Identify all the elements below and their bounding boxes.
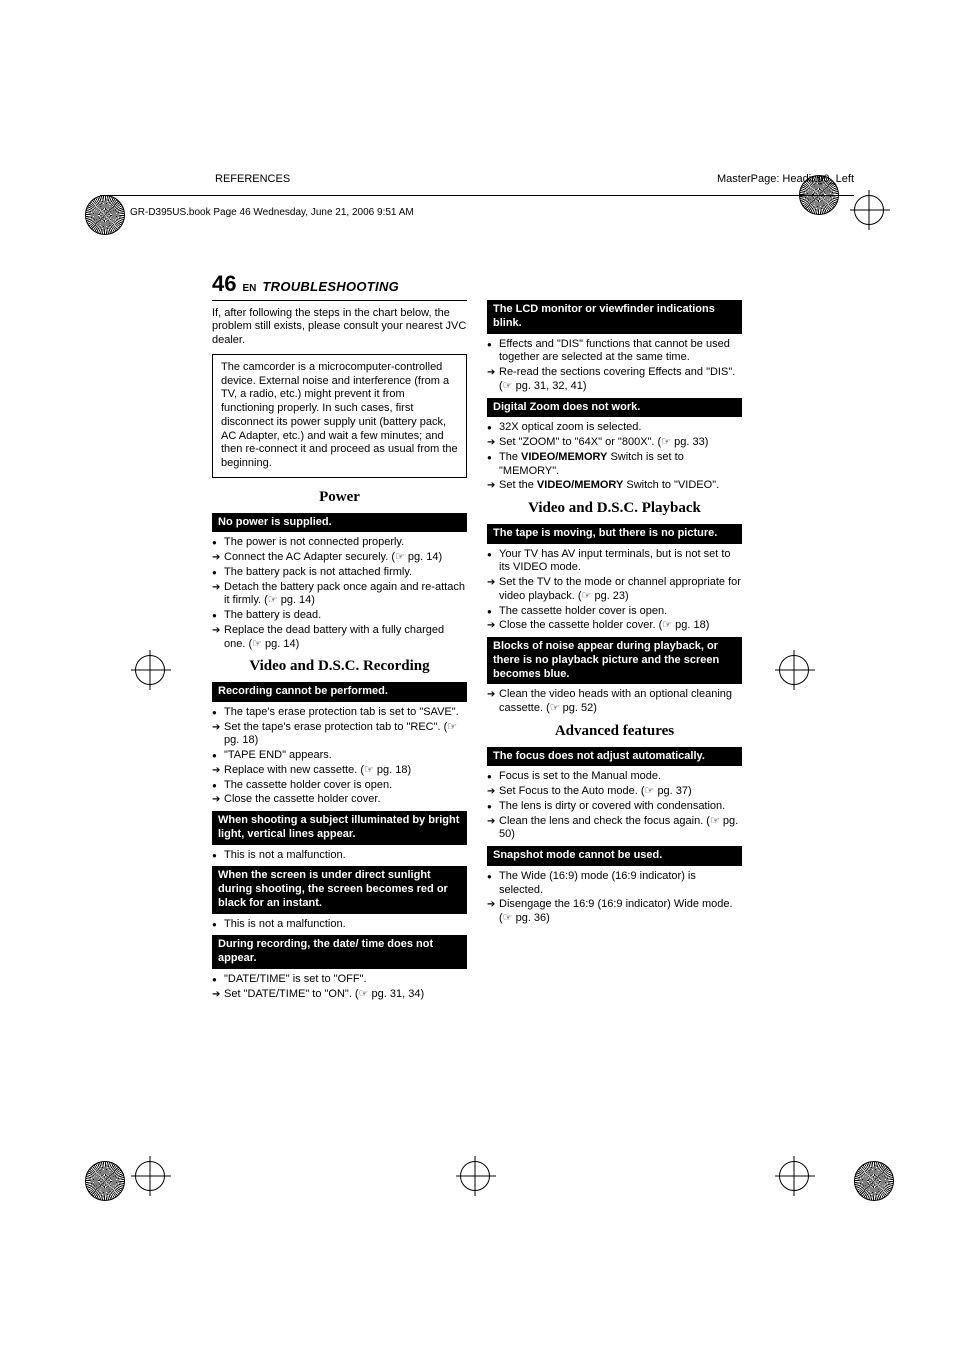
content: 46 EN TROUBLESHOOTING If, after followin… xyxy=(212,270,742,1003)
cause-item: The tape's erase protection tab is set t… xyxy=(212,706,467,720)
heading-power: Power xyxy=(212,488,467,507)
solution-item: Replace with new cassette. (☞ pg. 18) xyxy=(212,764,467,778)
solution-item: Clean the lens and check the focus again… xyxy=(487,815,742,843)
issue-digital-zoom: Digital Zoom does not work. xyxy=(487,398,742,418)
heading-advanced: Advanced features xyxy=(487,722,742,741)
section-title: TROUBLESHOOTING xyxy=(262,279,399,295)
cause-item: Focus is set to the Manual mode. xyxy=(487,770,742,784)
cause-item: Effects and "DIS" functions that cannot … xyxy=(487,338,742,366)
list-sun: This is not a malfunction. xyxy=(212,918,467,932)
header-rule xyxy=(100,195,854,196)
solution-item: Set the TV to the mode or channel approp… xyxy=(487,576,742,604)
cause-item: This is not a malfunction. xyxy=(212,849,467,863)
page-title: 46 EN TROUBLESHOOTING xyxy=(212,270,467,301)
reg-mark xyxy=(779,655,819,695)
reg-mark xyxy=(854,195,894,235)
solution-item: Set the VIDEO/MEMORY Switch to "VIDEO". xyxy=(487,479,742,493)
solution-item: Disengage the 16:9 (16:9 indicator) Wide… xyxy=(487,898,742,926)
solution-item: Re-read the sections covering Effects an… xyxy=(487,366,742,394)
running-header: REFERENCES MasterPage: Heading0_Left xyxy=(100,173,854,185)
solution-item: Set "DATE/TIME" to "ON". (☞ pg. 31, 34) xyxy=(212,988,467,1002)
solution-item: Clean the video heads with an optional c… xyxy=(487,688,742,716)
right-column: The LCD monitor or viewfinder indication… xyxy=(487,270,742,1003)
cause-item: The cassette holder cover is open. xyxy=(487,605,742,619)
list-noise: Clean the video heads with an optional c… xyxy=(487,688,742,716)
solution-item: Connect the AC Adapter securely. (☞ pg. … xyxy=(212,551,467,565)
reg-mark xyxy=(85,1161,125,1201)
issue-no-power: No power is supplied. xyxy=(212,513,467,533)
issue-sunlight: When the screen is under direct sunlight… xyxy=(212,866,467,913)
issue-lcd-blink: The LCD monitor or viewfinder indication… xyxy=(487,300,742,334)
heading-vdsc-playback: Video and D.S.C. Playback xyxy=(487,499,742,518)
page-lang: EN xyxy=(242,283,256,296)
cause-item: The lens is dirty or covered with conden… xyxy=(487,800,742,814)
solution-item: Detach the battery pack once again and r… xyxy=(212,581,467,609)
reg-mark xyxy=(85,195,125,235)
issue-recording: Recording cannot be performed. xyxy=(212,682,467,702)
list-no-power: The power is not connected properly.Conn… xyxy=(212,536,467,651)
book-line: GR-D395US.book Page 46 Wednesday, June 2… xyxy=(130,207,414,218)
header-right: MasterPage: Heading0_Left xyxy=(717,173,854,185)
page: REFERENCES MasterPage: Heading0_Left GR-… xyxy=(0,0,954,1351)
issue-focus: The focus does not adjust automatically. xyxy=(487,747,742,767)
solution-item: Close the cassette holder cover. xyxy=(212,793,467,807)
reg-mark xyxy=(135,1161,175,1201)
solution-item: Close the cassette holder cover. (☞ pg. … xyxy=(487,619,742,633)
cause-item: The battery pack is not attached firmly. xyxy=(212,566,467,580)
cause-item: The cassette holder cover is open. xyxy=(212,779,467,793)
intro-text: If, after following the steps in the cha… xyxy=(212,307,467,348)
cause-item: This is not a malfunction. xyxy=(212,918,467,932)
notice-box: The camcorder is a microcomputer-control… xyxy=(212,354,467,478)
issue-bright-light: When shooting a subject illuminated by b… xyxy=(212,811,467,845)
issue-datetime: During recording, the date/ time does no… xyxy=(212,935,467,969)
list-snap: The Wide (16:9) mode (16:9 indicator) is… xyxy=(487,870,742,926)
list-focus: Focus is set to the Manual mode.Set Focu… xyxy=(487,770,742,842)
cause-item: The Wide (16:9) mode (16:9 indicator) is… xyxy=(487,870,742,898)
header-left: REFERENCES xyxy=(215,173,290,185)
solution-item: Replace the dead battery with a fully ch… xyxy=(212,624,467,652)
list-bright: This is not a malfunction. xyxy=(212,849,467,863)
list-recording: The tape's erase protection tab is set t… xyxy=(212,706,467,807)
list-zoom: 32X optical zoom is selected.Set "ZOOM" … xyxy=(487,421,742,493)
cause-item: "TAPE END" appears. xyxy=(212,749,467,763)
solution-item: Set "ZOOM" to "64X" or "800X". (☞ pg. 33… xyxy=(487,436,742,450)
cause-item: The power is not connected properly. xyxy=(212,536,467,550)
reg-mark xyxy=(854,1161,894,1201)
heading-vdsc-recording: Video and D.S.C. Recording xyxy=(212,657,467,676)
page-number: 46 xyxy=(212,270,236,298)
left-column: 46 EN TROUBLESHOOTING If, after followin… xyxy=(212,270,467,1003)
solution-item: Set the tape's erase protection tab to "… xyxy=(212,721,467,749)
solution-item: Set Focus to the Auto mode. (☞ pg. 37) xyxy=(487,785,742,799)
list-lcd: Effects and "DIS" functions that cannot … xyxy=(487,338,742,394)
cause-item: "DATE/TIME" is set to "OFF". xyxy=(212,973,467,987)
issue-noise-blue: Blocks of noise appear during playback, … xyxy=(487,637,742,684)
reg-mark xyxy=(460,1161,500,1201)
issue-tape-no-picture: The tape is moving, but there is no pict… xyxy=(487,524,742,544)
list-tape: Your TV has AV input terminals, but is n… xyxy=(487,548,742,634)
cause-item: 32X optical zoom is selected. xyxy=(487,421,742,435)
list-date: "DATE/TIME" is set to "OFF".Set "DATE/TI… xyxy=(212,973,467,1002)
cause-item: Your TV has AV input terminals, but is n… xyxy=(487,548,742,576)
cause-item: The battery is dead. xyxy=(212,609,467,623)
reg-mark xyxy=(779,1161,819,1201)
reg-mark xyxy=(135,655,175,695)
issue-snapshot: Snapshot mode cannot be used. xyxy=(487,846,742,866)
cause-item: The VIDEO/MEMORY Switch is set to "MEMOR… xyxy=(487,451,742,479)
